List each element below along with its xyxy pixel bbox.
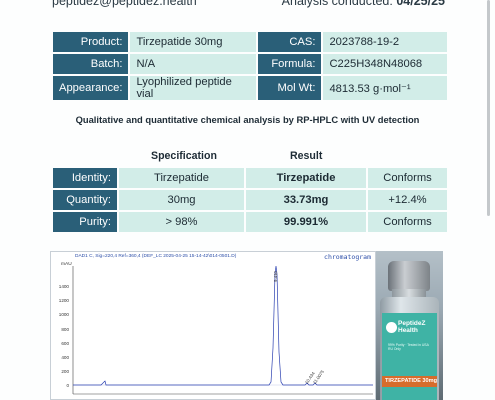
result-extra: Conforms [368,168,447,188]
info-row: Product: Tirzepatide 30mg CAS: 2023788-1… [53,32,447,52]
result-value: Tirzepatide [246,168,366,188]
analysis-date: 04/25/25 [396,0,445,8]
info-key: Product: [53,32,129,52]
result-value: 33.73mg [246,190,366,210]
results-table: Identity: Tirzepatide Tirzepatide Confor… [51,166,449,234]
result-extra: +12.4% [368,190,447,210]
y-tick: 400 [61,355,69,360]
chromatogram-tag: chromatogram [324,253,371,261]
info-row: Appearance: Lyophilized peptide vial Mol… [53,76,447,100]
result-row: Identity: Tirzepatide Tirzepatide Confor… [53,168,447,188]
info-key: Batch: [53,54,129,74]
result-label: Purity: [53,212,117,232]
info-value: Lyophilized peptide vial [130,76,257,100]
product-info-table: Product: Tirzepatide 30mg CAS: 2023788-1… [51,30,449,102]
result-extra: Conforms [368,212,447,232]
vial-small-text: 99% Purity · Tested in USA RU Only [388,343,429,352]
contact-email[interactable]: peptidez@peptidez.health [52,0,197,8]
result-spec: > 98% [119,212,244,232]
result-label: Quantity: [53,190,117,210]
result-spec: Tirzepatide [119,168,244,188]
chromatogram-header: DAD1 C, Sig=220,4 Ref=360,4 (DEF_LC 2025… [75,254,237,259]
specification-heading: Specification [151,150,217,162]
info-value: Tirzepatide 30mg [130,32,257,52]
brand-logo-icon [386,322,397,333]
peak-label: 9.410 [273,271,278,282]
info-value: 2023788-19-2 [323,32,447,52]
result-row: Purity: > 98% 99.991% Conforms [53,212,447,232]
y-axis-unit: mAU [61,262,72,267]
vial-product-name: TIRZEPATIDE 30mg [385,378,438,384]
info-row: Batch: N/A Formula: C225H348N48068 [53,54,447,74]
chromatogram-image: DAD1 C, Sig=220,4 Ref=360,4 (DEF_LC 2025… [50,251,376,400]
vial-small-line1: 99% Purity · Tested in USA [388,343,429,347]
analysis-prefix: Analysis conducted: [281,0,393,8]
product-vial-photo: PeptideZ Health 99% Purity · Tested in U… [376,251,443,400]
y-tick: 600 [61,341,69,346]
analysis-subtitle: Qualitative and quantitative chemical an… [75,114,420,125]
result-spec: 30mg [119,190,244,210]
info-key: Formula: [258,54,322,74]
vial-cap [388,261,430,291]
info-key: Mol Wt: [258,76,322,100]
vial-small-line2: RU Only [388,347,401,352]
analysis-date-text: Analysis conducted: 04/25/25 [282,0,445,8]
vial-brand-line2: Health [398,326,418,334]
y-tick: 0 [66,383,69,388]
chromatogram-plot [72,265,373,395]
result-heading: Result [290,150,323,162]
vial-brand: PeptideZ Health [398,320,426,334]
info-value: N/A [130,54,257,74]
info-value: 4813.53 g·mol⁻¹ [323,76,447,100]
result-row: Quantity: 30mg 33.73mg +12.4% [53,190,447,210]
info-key: Appearance: [53,76,129,100]
result-value: 99.991% [246,212,366,232]
info-value: C225H348N48068 [323,54,447,74]
vial-brand-line1: PeptideZ [398,320,426,327]
info-key: CAS: [258,32,322,52]
y-tick: 1400 [58,284,69,289]
y-tick: 800 [61,327,69,332]
y-tick: 200 [61,369,69,374]
y-tick: 1000 [58,312,69,317]
chromatogram-trace [73,265,373,386]
result-label: Identity: [53,168,117,188]
header-bar: peptidez@peptidez.health Analysis conduc… [52,0,445,8]
page-scrollbar[interactable] [487,0,490,216]
y-tick: 1200 [58,298,69,303]
vial-name-strip [382,376,437,387]
vial-neck [392,289,426,299]
